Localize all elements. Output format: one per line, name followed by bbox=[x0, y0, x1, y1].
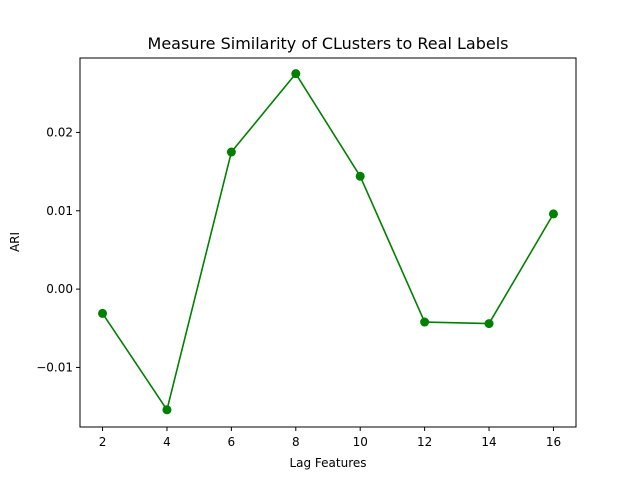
y-axis-label: ARI bbox=[8, 232, 22, 252]
data-point bbox=[98, 308, 108, 318]
y-tick-label: 0.02 bbox=[46, 125, 73, 139]
data-point bbox=[484, 319, 494, 329]
x-tick-label: 10 bbox=[353, 435, 368, 449]
data-point bbox=[548, 209, 558, 219]
x-axis-label: Lag Features bbox=[289, 456, 366, 470]
x-tick-label: 6 bbox=[228, 435, 236, 449]
x-tick-label: 12 bbox=[417, 435, 432, 449]
plot-area bbox=[80, 58, 576, 427]
x-tick-label: 4 bbox=[163, 435, 171, 449]
plot-background bbox=[80, 58, 576, 427]
data-point bbox=[162, 405, 172, 415]
data-point bbox=[355, 171, 365, 181]
series-line bbox=[101, 72, 555, 411]
y-axis: −0.01 0.00 0.01 0.02 bbox=[36, 125, 80, 374]
x-tick-label: 16 bbox=[546, 435, 561, 449]
y-tick-label: −0.01 bbox=[36, 360, 73, 374]
series-layer bbox=[98, 69, 558, 415]
chart-title: Measure Similarity of CLusters to Real L… bbox=[148, 34, 509, 53]
data-point bbox=[291, 69, 301, 79]
data-point bbox=[226, 147, 236, 157]
x-tick-label: 2 bbox=[99, 435, 107, 449]
plot-frame bbox=[79, 57, 577, 428]
y-tick-label: 0.01 bbox=[46, 204, 73, 218]
x-tick-label: 8 bbox=[292, 435, 300, 449]
x-tick-label: 14 bbox=[481, 435, 496, 449]
y-tick-label: 0.00 bbox=[46, 282, 73, 296]
x-axis: 2 4 6 8 10 12 14 16 bbox=[99, 427, 561, 449]
data-point bbox=[420, 317, 430, 327]
